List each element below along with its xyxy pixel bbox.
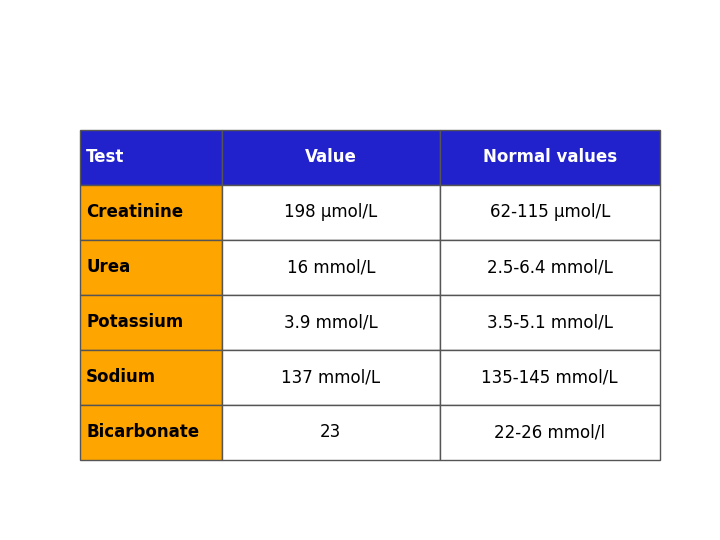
FancyBboxPatch shape bbox=[80, 295, 222, 350]
FancyBboxPatch shape bbox=[80, 130, 222, 185]
Text: Test: Test bbox=[86, 148, 125, 166]
FancyBboxPatch shape bbox=[440, 350, 660, 405]
Text: Potassium: Potassium bbox=[86, 313, 184, 332]
Text: Creatinine: Creatinine bbox=[86, 204, 183, 221]
FancyBboxPatch shape bbox=[440, 130, 660, 185]
FancyBboxPatch shape bbox=[440, 295, 660, 350]
Text: 2.5-6.4 mmol/L: 2.5-6.4 mmol/L bbox=[487, 259, 613, 276]
Text: 135-145 mmol/L: 135-145 mmol/L bbox=[482, 368, 618, 387]
Text: Bicarbonate: Bicarbonate bbox=[86, 423, 199, 441]
FancyBboxPatch shape bbox=[80, 350, 222, 405]
FancyBboxPatch shape bbox=[440, 240, 660, 295]
Text: Acute Kidney Injury: Acute Kidney Injury bbox=[248, 14, 587, 43]
Text: Scenario 4: Scenario 4 bbox=[36, 66, 176, 90]
Text: 62-115 μmol/L: 62-115 μmol/L bbox=[490, 204, 610, 221]
FancyBboxPatch shape bbox=[222, 130, 440, 185]
FancyBboxPatch shape bbox=[80, 240, 222, 295]
Text: Urea: Urea bbox=[86, 259, 130, 276]
FancyBboxPatch shape bbox=[440, 185, 660, 240]
Text: 3.9 mmol/L: 3.9 mmol/L bbox=[284, 313, 378, 332]
FancyBboxPatch shape bbox=[80, 405, 222, 460]
Text: 198 μmol/L: 198 μmol/L bbox=[284, 204, 377, 221]
Text: 23: 23 bbox=[320, 423, 341, 441]
Text: 16 mmol/L: 16 mmol/L bbox=[287, 259, 375, 276]
Text: 137 mmol/L: 137 mmol/L bbox=[282, 368, 380, 387]
FancyBboxPatch shape bbox=[440, 405, 660, 460]
Text: 22-26 mmol/l: 22-26 mmol/l bbox=[495, 423, 606, 441]
Text: Sodium: Sodium bbox=[86, 368, 156, 387]
Text: Value: Value bbox=[305, 148, 357, 166]
FancyBboxPatch shape bbox=[222, 185, 440, 240]
FancyBboxPatch shape bbox=[80, 185, 222, 240]
FancyBboxPatch shape bbox=[222, 240, 440, 295]
Text: Normal values: Normal values bbox=[482, 148, 617, 166]
FancyBboxPatch shape bbox=[222, 405, 440, 460]
FancyBboxPatch shape bbox=[222, 350, 440, 405]
FancyBboxPatch shape bbox=[222, 295, 440, 350]
Text: 3.5-5.1 mmol/L: 3.5-5.1 mmol/L bbox=[487, 313, 613, 332]
